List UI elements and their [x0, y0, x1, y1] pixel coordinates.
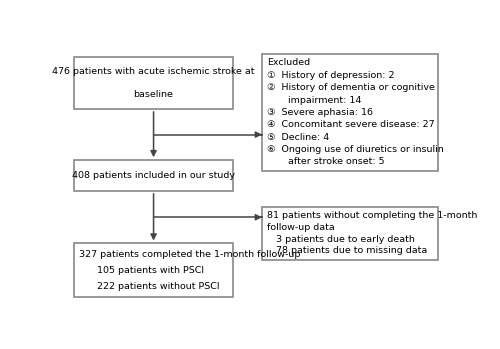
Text: after stroke onset: 5: after stroke onset: 5 [267, 157, 384, 166]
Text: 327 patients completed the 1-month follow-up: 327 patients completed the 1-month follo… [79, 250, 300, 259]
Text: 476 patients with acute ischemic stroke at: 476 patients with acute ischemic stroke … [52, 67, 255, 76]
Text: 3 patients due to early death: 3 patients due to early death [267, 235, 415, 244]
Text: ⑥  Ongoing use of diuretics or insulin: ⑥ Ongoing use of diuretics or insulin [267, 145, 444, 154]
Text: follow-up data: follow-up data [267, 223, 335, 232]
Text: impairment: 14: impairment: 14 [267, 96, 362, 105]
Text: 222 patients without PSCI: 222 patients without PSCI [96, 282, 219, 291]
FancyBboxPatch shape [74, 244, 233, 297]
Text: 105 patients with PSCI: 105 patients with PSCI [96, 266, 204, 275]
Text: 81 patients without completing the 1-month: 81 patients without completing the 1-mon… [267, 211, 478, 220]
FancyBboxPatch shape [262, 54, 438, 171]
Text: ②  History of dementia or cognitive: ② History of dementia or cognitive [267, 83, 435, 92]
Text: 408 patients included in our study: 408 patients included in our study [72, 171, 235, 180]
FancyBboxPatch shape [74, 160, 233, 191]
Text: Excluded: Excluded [267, 58, 310, 67]
FancyBboxPatch shape [74, 57, 233, 109]
Text: baseline: baseline [134, 90, 173, 99]
Text: ⑤  Decline: 4: ⑤ Decline: 4 [267, 133, 330, 142]
Text: ③  Severe aphasia: 16: ③ Severe aphasia: 16 [267, 108, 373, 117]
Text: 78 patients due to missing data: 78 patients due to missing data [267, 246, 428, 255]
FancyBboxPatch shape [262, 207, 438, 260]
Text: ①  History of depression: 2: ① History of depression: 2 [267, 71, 394, 80]
Text: ④  Concomitant severe disease: 27: ④ Concomitant severe disease: 27 [267, 120, 434, 129]
